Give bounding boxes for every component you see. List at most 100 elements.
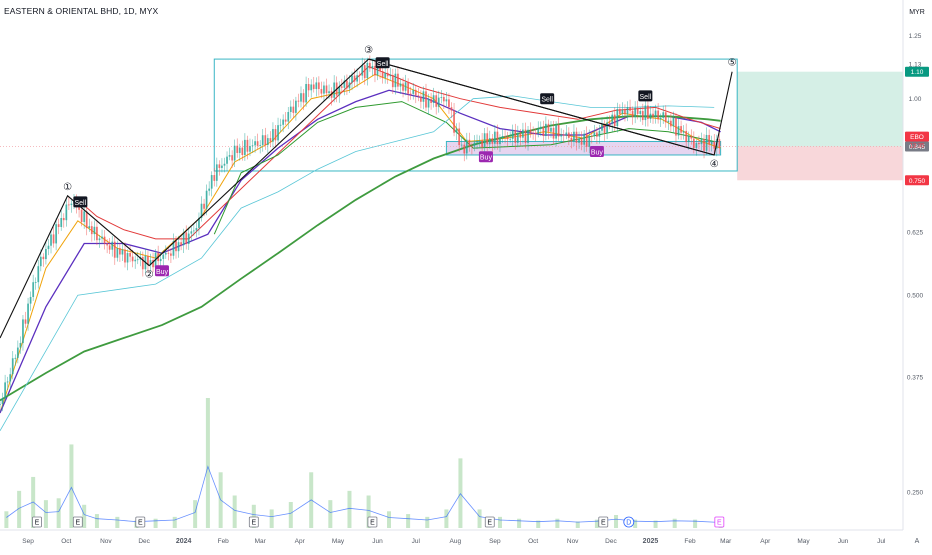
- trail-lower-line: [213, 101, 715, 235]
- candle-body: [578, 138, 580, 143]
- candle-body: [641, 111, 644, 121]
- candle-body: [613, 114, 616, 127]
- candle-body: [519, 133, 522, 138]
- x-tick-label: Oct: [528, 538, 538, 545]
- candle-body: [677, 126, 680, 136]
- y-tick-label: 0.625: [907, 229, 924, 236]
- candle-body: [27, 303, 29, 324]
- volume-bar: [575, 521, 580, 528]
- volume-bar: [4, 511, 9, 528]
- candle-body: [631, 110, 634, 118]
- candle-body: [215, 164, 218, 181]
- x-tick-label: Apr: [295, 538, 306, 545]
- candle-body: [70, 203, 73, 206]
- candle-body: [511, 129, 514, 139]
- candle-body: [47, 245, 50, 250]
- buy-signal-badge: [589, 146, 604, 158]
- price-tag-label: 0.750: [909, 178, 926, 185]
- volume-bar: [693, 519, 698, 528]
- candle-body: [649, 113, 652, 120]
- candle-body: [501, 136, 504, 139]
- candle-body: [478, 140, 481, 142]
- candle-body: [221, 165, 223, 168]
- candle-body: [542, 126, 545, 137]
- candle-body: [32, 282, 35, 297]
- candle-body: [83, 211, 86, 222]
- candle-body: [233, 145, 236, 161]
- candle-body: [305, 84, 308, 103]
- candle-body: [192, 230, 195, 232]
- volume-bar: [425, 516, 430, 528]
- volume-bar: [477, 509, 482, 528]
- candle-body: [312, 84, 315, 90]
- volume-average-line: [6, 465, 721, 523]
- candle-body: [611, 114, 614, 124]
- x-tick-label: Jul: [877, 538, 886, 545]
- volume-bar: [555, 518, 560, 528]
- candle-body: [101, 236, 103, 239]
- candle-body: [228, 155, 231, 157]
- candle-body: [340, 86, 343, 88]
- earnings-marker: [72, 516, 83, 528]
- x-tick-label: Dec: [605, 538, 617, 545]
- volume-bar: [56, 498, 61, 528]
- candle-body: [180, 242, 183, 246]
- candle-body: [524, 129, 527, 143]
- candle-body: [595, 132, 598, 137]
- candle-body: [437, 97, 440, 107]
- candle-body: [323, 85, 325, 94]
- candle-body: [384, 72, 387, 78]
- candle-body: [481, 140, 484, 148]
- candle-body: [391, 74, 394, 88]
- candle-body: [430, 98, 432, 103]
- candle-body: [287, 111, 290, 122]
- candle-body: [573, 131, 575, 142]
- loss-zone: [737, 146, 903, 181]
- candle-body: [506, 136, 509, 140]
- candle-body: [412, 89, 415, 94]
- candle-body: [445, 99, 448, 102]
- candle-body: [60, 217, 63, 227]
- candle-body: [210, 175, 213, 189]
- candle-body: [618, 109, 621, 114]
- candle-body: [19, 343, 22, 348]
- candle-body: [116, 248, 119, 258]
- candle-body: [113, 241, 116, 258]
- candle-body: [659, 117, 662, 120]
- volume-bar: [444, 509, 449, 528]
- price-tag: [905, 175, 929, 186]
- candle-body: [624, 109, 626, 115]
- candle-body: [24, 319, 27, 324]
- volume-bar: [172, 516, 177, 528]
- candle-body: [560, 134, 563, 137]
- candle-body: [320, 89, 323, 94]
- buy-signal-badge: [478, 151, 493, 163]
- volume-bar: [288, 502, 293, 528]
- candle-body: [626, 107, 629, 115]
- candle-body: [499, 138, 501, 145]
- candle-body: [256, 141, 259, 146]
- candle-body: [555, 124, 557, 139]
- x-tick-label: Apr: [760, 538, 771, 545]
- candle-body: [448, 99, 450, 108]
- volume-bar: [193, 500, 198, 528]
- candle-body: [616, 109, 619, 127]
- candle-body: [664, 112, 667, 123]
- candle-body: [422, 91, 425, 102]
- sell-signal-label: Sell: [640, 94, 652, 101]
- candle-body: [284, 119, 287, 122]
- candle-body: [703, 139, 705, 151]
- y-tick-label: 1.13: [909, 62, 922, 69]
- candle-body: [394, 73, 397, 88]
- candle-body: [718, 139, 721, 148]
- volume-bar: [115, 516, 120, 528]
- candle-body: [675, 118, 677, 136]
- candle-body: [85, 211, 88, 229]
- candle-body: [491, 138, 494, 144]
- candle-body: [509, 138, 512, 140]
- candle-body: [317, 82, 320, 90]
- candle-body: [381, 71, 384, 78]
- earnings-marker-label: E: [251, 520, 256, 527]
